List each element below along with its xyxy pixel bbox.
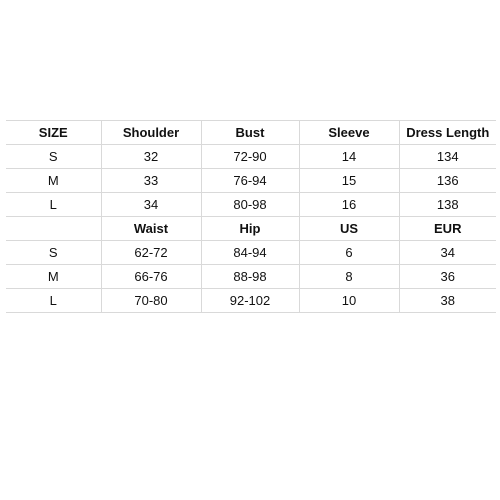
- table-cell: 36: [399, 264, 496, 289]
- table-cell: 15: [299, 168, 400, 193]
- table-cell: 80-98: [201, 192, 300, 217]
- table-cell: 8: [299, 264, 400, 289]
- header-cell-shoulder: Shoulder: [101, 120, 202, 145]
- table-cell: 84-94: [201, 240, 300, 265]
- header-cell-us: US: [299, 216, 400, 241]
- table-cell: M: [6, 168, 102, 193]
- table-header-row: Waist Hip US EUR: [6, 216, 496, 241]
- table-cell: 138: [399, 192, 496, 217]
- table-cell: 34: [399, 240, 496, 265]
- header-cell-sleeve: Sleeve: [299, 120, 400, 145]
- table-cell: 6: [299, 240, 400, 265]
- table-row: M 66-76 88-98 8 36: [6, 264, 496, 289]
- table-row: L 70-80 92-102 10 38: [6, 288, 496, 313]
- table-cell: 136: [399, 168, 496, 193]
- table-cell: S: [6, 240, 102, 265]
- table-cell: 62-72: [101, 240, 202, 265]
- table-cell: 14: [299, 144, 400, 169]
- table-cell: 70-80: [101, 288, 202, 313]
- header-cell-eur: EUR: [399, 216, 496, 241]
- table-cell: M: [6, 264, 102, 289]
- table-cell: L: [6, 288, 102, 313]
- table-cell: L: [6, 192, 102, 217]
- table-cell: 16: [299, 192, 400, 217]
- table-cell: S: [6, 144, 102, 169]
- table-cell: 33: [101, 168, 202, 193]
- table-cell: 134: [399, 144, 496, 169]
- table-row: S 32 72-90 14 134: [6, 144, 496, 169]
- table-cell: 34: [101, 192, 202, 217]
- header-cell-waist: Waist: [101, 216, 202, 241]
- table-row: S 62-72 84-94 6 34: [6, 240, 496, 265]
- table-cell: 66-76: [101, 264, 202, 289]
- header-cell-size: SIZE: [6, 120, 102, 145]
- size-chart-table: SIZE Shoulder Bust Sleeve Dress Length S…: [6, 120, 496, 313]
- table-cell: 92-102: [201, 288, 300, 313]
- table-cell: 38: [399, 288, 496, 313]
- table-row: L 34 80-98 16 138: [6, 192, 496, 217]
- table-cell: 32: [101, 144, 202, 169]
- header-cell-hip: Hip: [201, 216, 300, 241]
- table-cell: 88-98: [201, 264, 300, 289]
- header-cell-bust: Bust: [201, 120, 300, 145]
- header-cell-dress-length: Dress Length: [399, 120, 496, 145]
- header-cell-blank: [6, 216, 102, 241]
- table-row: M 33 76-94 15 136: [6, 168, 496, 193]
- table-cell: 72-90: [201, 144, 300, 169]
- table-cell: 10: [299, 288, 400, 313]
- table-header-row: SIZE Shoulder Bust Sleeve Dress Length: [6, 120, 496, 145]
- table-cell: 76-94: [201, 168, 300, 193]
